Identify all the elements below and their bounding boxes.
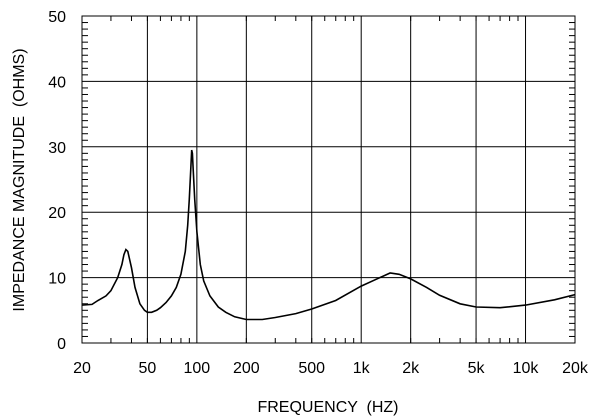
impedance-curve: [81, 149, 576, 321]
x-tick-label: 2k: [402, 360, 420, 377]
y-tick-label: 30: [48, 140, 66, 157]
y-tick-label: 40: [48, 74, 66, 91]
y-tick-label: 50: [48, 9, 66, 26]
x-tick-label: 20: [73, 360, 91, 377]
x-tick-label: 1k: [353, 360, 371, 377]
x-axis-label: FREQUENCY (HZ): [257, 399, 398, 416]
y-axis-label: IMPEDANCE MAGNITUDE (OHMS): [11, 48, 28, 311]
plot-frame: [81, 15, 576, 344]
grid: [81, 15, 576, 344]
y-tick-label: 10: [48, 271, 66, 288]
x-tick-label: 200: [233, 360, 260, 377]
x-tick-label: 5k: [468, 360, 486, 377]
x-tick-label: 10k: [513, 360, 540, 377]
x-tick-label: 50: [138, 360, 156, 377]
y-tick-label: 0: [57, 336, 66, 353]
x-tick-label: 500: [298, 360, 325, 377]
x-tick-label: 100: [184, 360, 211, 377]
y-tick-label: 20: [48, 205, 66, 222]
x-tick-label: 20k: [562, 360, 589, 377]
minor-ticks: [82, 16, 575, 343]
